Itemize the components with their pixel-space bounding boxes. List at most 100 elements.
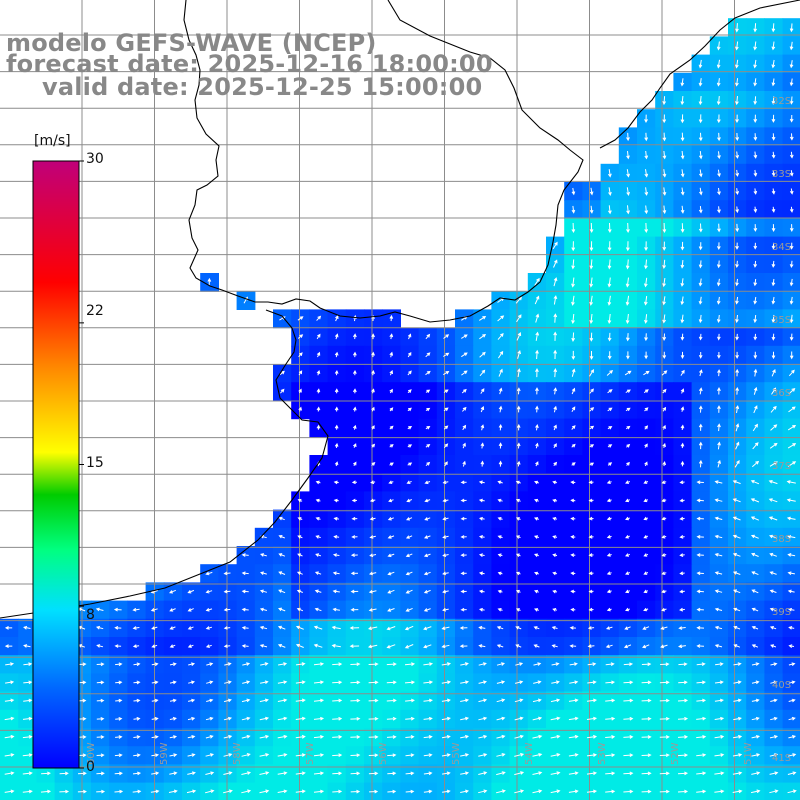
wind-arrow-icon (497, 589, 503, 594)
wind-arrow-icon (717, 223, 721, 233)
wind-arrow-icon (96, 753, 105, 758)
wind-arrow-icon (313, 680, 325, 685)
wind-arrow-icon (788, 680, 796, 685)
wind-arrow-icon (750, 498, 760, 503)
wind-arrow-icon (423, 626, 432, 631)
wind-arrow-icon (553, 387, 558, 395)
wind-arrow-icon (698, 223, 703, 233)
wind-arrow-icon (334, 333, 339, 340)
wind-arrow-icon (659, 789, 670, 794)
wind-arrow-icon (151, 644, 158, 648)
wind-arrow-icon (751, 552, 759, 557)
wind-arrow-icon (480, 460, 485, 467)
wind-arrow-icon (460, 516, 467, 521)
wind-arrow-icon (278, 589, 286, 594)
wind-arrow-icon (571, 277, 575, 288)
wind-arrow-icon (460, 571, 467, 576)
wind-arrow-icon (589, 222, 594, 234)
wind-arrow-icon (314, 607, 322, 612)
wind-arrow-icon (699, 187, 703, 196)
wind-arrow-icon (696, 735, 707, 739)
wind-arrow-icon (459, 644, 468, 649)
wind-arrow-icon (605, 698, 616, 703)
wind-arrow-icon (114, 753, 123, 758)
wind-arrow-icon (789, 260, 794, 269)
wind-arrow-icon (644, 222, 649, 234)
wind-arrow-icon (735, 260, 739, 269)
wind-arrow-icon (717, 352, 721, 359)
wind-arrow-icon (313, 643, 323, 648)
wind-arrow-icon (587, 662, 597, 666)
wind-arrow-icon (789, 23, 794, 33)
wind-arrow-icon (605, 789, 616, 794)
wind-arrow-icon (789, 151, 794, 159)
wind-arrow-icon (259, 607, 268, 612)
wind-arrow-icon (787, 534, 796, 539)
wind-arrow-icon (425, 370, 431, 376)
wind-arrow-icon (661, 480, 667, 484)
wind-arrow-icon (771, 23, 776, 33)
wind-arrow-icon (22, 753, 33, 757)
wind-arrow-icon (789, 333, 794, 341)
wind-arrow-icon (571, 406, 576, 413)
wind-arrow-icon (787, 443, 797, 449)
wind-arrow-icon (641, 716, 652, 721)
wind-arrow-icon (241, 698, 251, 703)
wind-arrow-icon (314, 571, 322, 575)
wind-arrow-icon (350, 771, 361, 776)
wind-arrow-icon (77, 771, 87, 776)
wind-arrow-icon (96, 662, 105, 667)
wind-arrow-icon (241, 734, 251, 739)
wind-arrow-icon (662, 278, 666, 288)
wind-arrow-icon (77, 789, 87, 794)
wind-arrow-icon (259, 771, 270, 775)
wind-arrow-icon (313, 753, 325, 757)
wind-arrow-icon (22, 716, 33, 721)
wind-arrow-icon (680, 223, 685, 233)
wind-arrow-icon (534, 608, 539, 612)
wind-arrow-icon (313, 698, 325, 703)
lon-label: 60W (86, 742, 97, 765)
wind-arrow-icon (4, 644, 13, 648)
wind-arrow-icon (696, 644, 705, 648)
wind-arrow-icon (570, 535, 576, 539)
wind-arrow-icon (371, 406, 375, 412)
wind-arrow-icon (625, 516, 630, 521)
wind-arrow-icon (680, 169, 685, 178)
wind-arrow-icon (96, 680, 105, 685)
lat-label: 35S (772, 315, 791, 326)
wind-arrow-icon (552, 571, 558, 576)
wind-arrow-icon (4, 789, 15, 794)
wind-arrow-icon (626, 187, 630, 196)
wind-arrow-icon (553, 443, 557, 449)
wind-arrow-icon (315, 553, 322, 557)
wind-arrow-icon (368, 735, 379, 739)
wind-arrow-icon (389, 351, 394, 358)
lat-label: 41S (772, 753, 791, 764)
wind-arrow-icon (389, 444, 394, 448)
wind-arrow-icon (571, 313, 575, 325)
wind-arrow-icon (316, 424, 321, 430)
wind-arrow-icon (443, 425, 449, 430)
wind-arrow-icon (753, 151, 758, 159)
wind-arrow-icon (223, 571, 231, 576)
wind-arrow-icon (461, 334, 468, 339)
wind-arrow-icon (607, 313, 612, 325)
wind-arrow-icon (659, 753, 670, 758)
wind-arrow-icon (550, 698, 561, 703)
wind-arrow-icon (333, 535, 340, 539)
wind-arrow-icon (735, 242, 739, 250)
wind-arrow-icon (532, 771, 543, 775)
wind-arrow-icon (514, 752, 525, 757)
wind-arrow-icon (786, 516, 796, 521)
wind-arrow-icon (643, 607, 649, 612)
wind-arrow-icon (150, 789, 160, 794)
wind-arrow-icon (789, 114, 794, 123)
wind-arrow-icon (570, 516, 576, 521)
wind-arrow-icon (4, 626, 13, 630)
wind-arrow-icon (662, 296, 666, 306)
wind-arrow-icon (553, 277, 558, 287)
wind-arrow-icon (714, 553, 723, 557)
wind-arrow-icon (771, 224, 776, 232)
wind-arrow-icon (371, 443, 376, 448)
